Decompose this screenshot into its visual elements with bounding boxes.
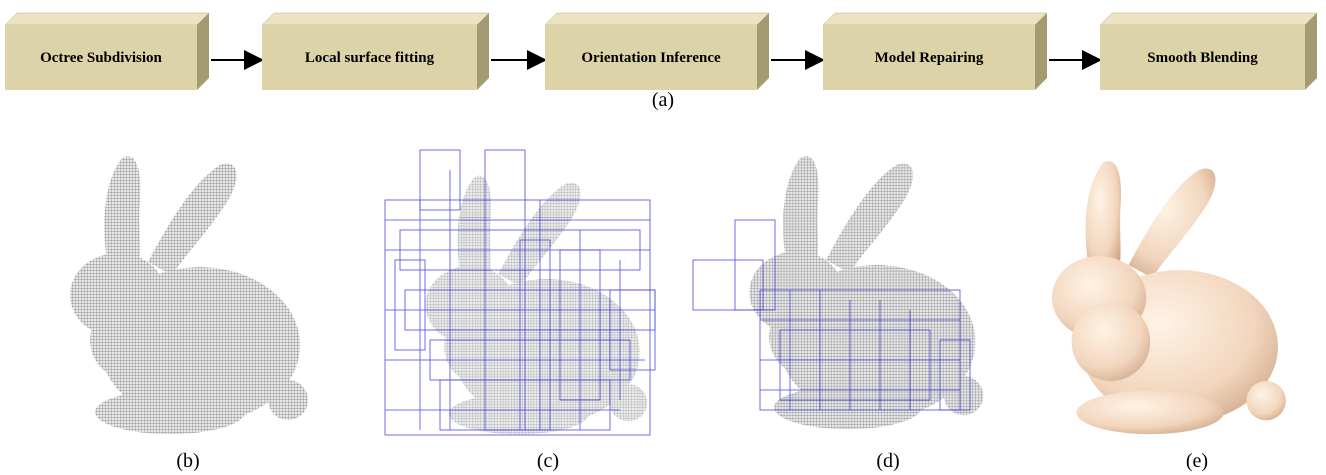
panel-label: (c) xyxy=(537,450,559,472)
step-box: Local surface fitting xyxy=(262,13,489,90)
step-box: Orientation Inference xyxy=(545,13,769,90)
box-top xyxy=(1100,13,1317,25)
bunny-octree xyxy=(385,150,655,435)
box-side xyxy=(197,13,209,90)
step-label: Local surface fitting xyxy=(305,50,435,66)
bunny-repair xyxy=(693,156,983,429)
box-side xyxy=(1035,13,1047,90)
step-label: Model Repairing xyxy=(875,50,984,66)
step-box: Model Repairing xyxy=(823,13,1047,90)
box-top xyxy=(5,13,209,25)
box-side xyxy=(757,13,769,90)
step-label: Orientation Inference xyxy=(581,50,721,66)
step-label: Octree Subdivision xyxy=(40,50,162,66)
box-top xyxy=(262,13,489,25)
panel-label: (e) xyxy=(1186,450,1208,472)
step-box: Octree Subdivision xyxy=(5,13,209,90)
bunny-points xyxy=(70,156,308,434)
pipeline: Octree Subdivision Local surface fitting O… xyxy=(5,13,1317,90)
bunny-smooth xyxy=(1052,161,1286,434)
caption: (a) xyxy=(652,89,674,111)
step-box: Smooth Blending xyxy=(1100,13,1317,90)
box-top xyxy=(545,13,769,25)
figure: Octree Subdivision Local surface fitting O… xyxy=(0,0,1326,475)
step-label: Smooth Blending xyxy=(1147,50,1258,66)
box-side xyxy=(477,13,489,90)
box-top xyxy=(823,13,1047,25)
panel-label: (d) xyxy=(876,450,899,472)
box-side xyxy=(1305,13,1317,90)
panel-label: (b) xyxy=(176,450,199,472)
